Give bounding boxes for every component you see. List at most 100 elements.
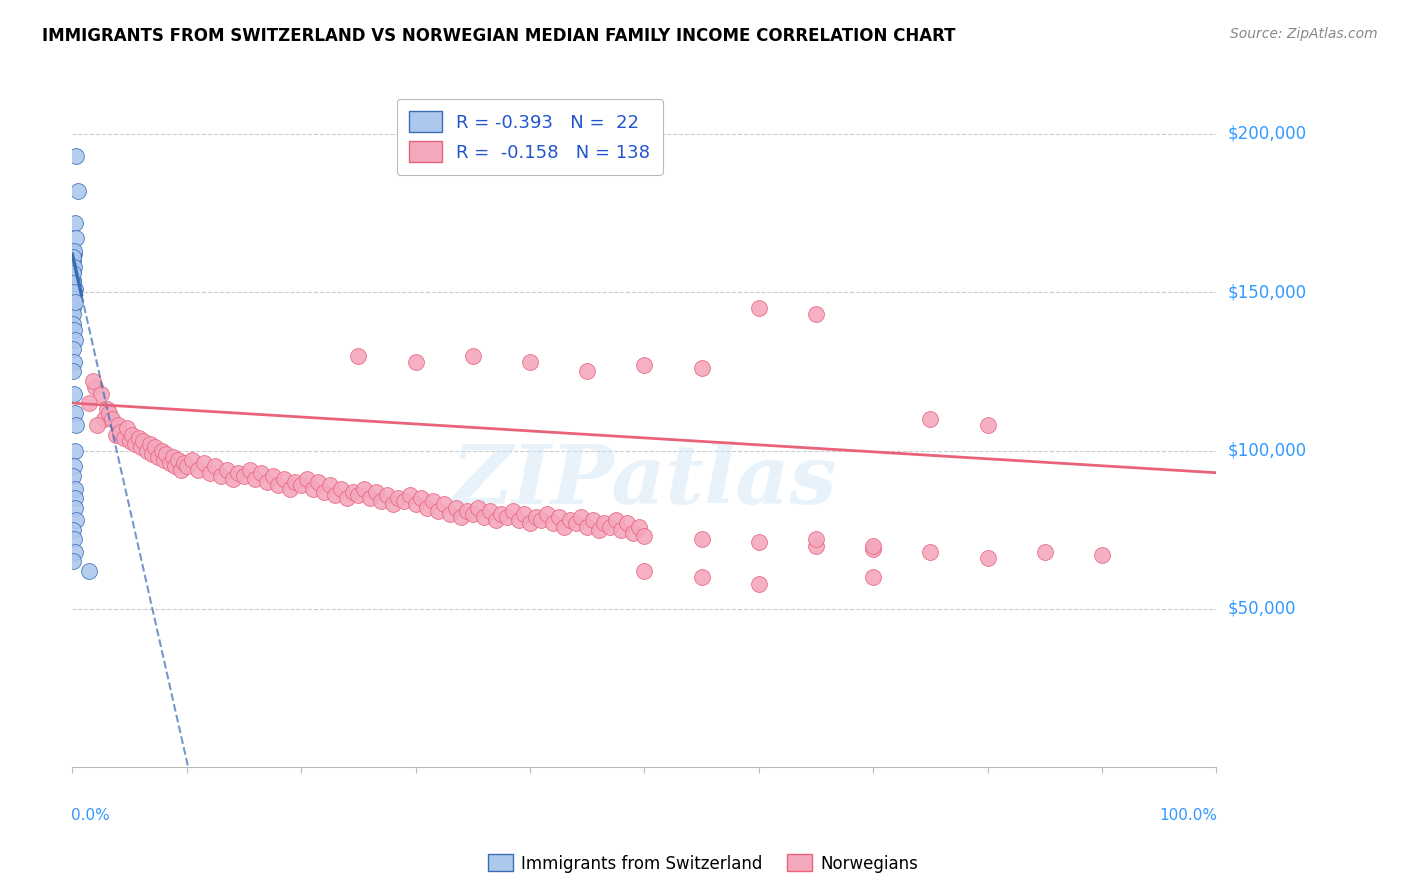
Point [65, 149, 87, 163]
Point [405, 355, 427, 369]
Point [63, 406, 86, 420]
Point [63, 294, 86, 309]
Point [65, 513, 87, 527]
Point [215, 462, 238, 476]
Text: $200,000: $200,000 [1227, 125, 1306, 143]
Point [173, 456, 195, 470]
Point [107, 418, 129, 433]
Text: 100.0%: 100.0% [1160, 808, 1218, 823]
Point [62, 251, 84, 265]
Point [193, 456, 215, 470]
Point [862, 570, 884, 584]
Point [79, 396, 101, 410]
Point [312, 484, 335, 499]
Point [564, 516, 586, 531]
Point [530, 513, 553, 527]
Point [416, 500, 439, 515]
Point [93, 412, 115, 426]
Point [347, 488, 370, 502]
Point [170, 462, 193, 476]
Point [166, 453, 188, 467]
Point [478, 504, 501, 518]
Point [63, 215, 86, 229]
Point [150, 443, 173, 458]
Point [62, 523, 84, 537]
Point [187, 462, 209, 476]
Point [301, 482, 323, 496]
Point [146, 450, 169, 464]
Legend: Immigrants from Switzerland, Norwegians: Immigrants from Switzerland, Norwegians [481, 847, 925, 880]
Point [633, 358, 655, 372]
Point [104, 427, 127, 442]
Point [96, 402, 118, 417]
Point [330, 482, 353, 496]
Point [250, 466, 273, 480]
Point [256, 475, 278, 490]
Point [439, 507, 461, 521]
Point [63, 482, 86, 496]
Point [804, 307, 827, 321]
Point [118, 434, 141, 448]
Point [804, 539, 827, 553]
Point [862, 539, 884, 553]
Point [633, 529, 655, 543]
Point [690, 570, 713, 584]
Point [262, 469, 284, 483]
Point [1033, 545, 1056, 559]
Point [62, 469, 84, 483]
Point [63, 386, 86, 401]
Point [141, 447, 163, 461]
Point [433, 497, 456, 511]
Point [588, 523, 610, 537]
Point [862, 541, 884, 556]
Point [633, 564, 655, 578]
Point [181, 453, 204, 467]
Point [553, 519, 575, 533]
Point [336, 491, 359, 505]
Point [159, 456, 181, 470]
Point [63, 244, 86, 258]
Point [353, 482, 375, 496]
Point [804, 533, 827, 547]
Point [278, 482, 301, 496]
Point [616, 516, 638, 531]
Point [101, 412, 124, 426]
Point [627, 519, 650, 533]
Point [319, 478, 342, 492]
Point [472, 510, 495, 524]
Point [84, 380, 107, 394]
Point [411, 491, 433, 505]
Point [519, 355, 541, 369]
Point [605, 513, 627, 527]
Point [976, 551, 998, 566]
Point [1091, 548, 1114, 562]
Point [381, 497, 404, 511]
Point [62, 263, 84, 277]
Point [239, 462, 262, 476]
Point [143, 441, 166, 455]
Text: $100,000: $100,000 [1227, 442, 1306, 459]
Point [124, 437, 146, 451]
Point [450, 510, 472, 524]
Point [387, 491, 409, 505]
Text: 0.0%: 0.0% [72, 808, 110, 823]
Point [513, 507, 536, 521]
Point [63, 459, 86, 474]
Point [392, 494, 415, 508]
Text: ZIPatlas: ZIPatlas [451, 442, 837, 521]
Point [62, 266, 84, 280]
Point [491, 507, 513, 521]
Point [444, 500, 467, 515]
Point [62, 260, 84, 274]
Point [62, 301, 84, 315]
Point [690, 361, 713, 376]
Point [176, 459, 198, 474]
Point [153, 453, 176, 467]
Point [920, 545, 942, 559]
Point [65, 418, 87, 433]
Point [748, 535, 770, 549]
Point [524, 510, 547, 524]
Point [62, 364, 84, 378]
Point [307, 475, 329, 490]
Point [610, 523, 633, 537]
